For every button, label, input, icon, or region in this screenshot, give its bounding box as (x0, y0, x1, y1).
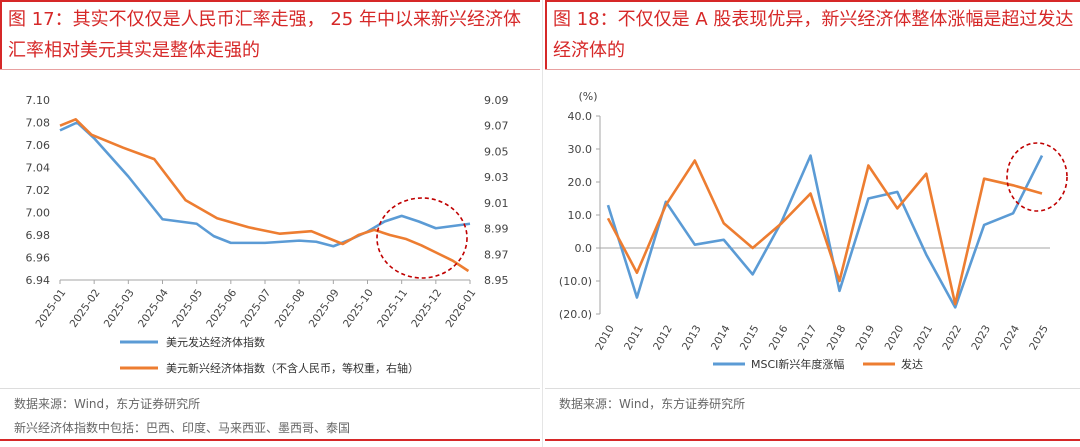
highlight-circle (1006, 142, 1068, 212)
x-tick-label: 2025-02 (68, 287, 103, 330)
y-tick-label: (20.0) (559, 308, 592, 321)
figure-17-panel: 图 17：其实不仅仅是人民币汇率走强， 25 年中以来新兴经济体汇率相对美元其实… (0, 0, 540, 441)
x-tick-label: 2011 (622, 323, 646, 352)
x-tick-label: 2025-01 (33, 287, 68, 330)
y-left-tick-label: 6.98 (26, 229, 51, 242)
x-tick-label: 2025-10 (341, 287, 376, 330)
figure-17-note: 新兴经济体指数中包括：巴西、印度、马来西亚、墨西哥、泰国 (14, 421, 351, 435)
series-line-msci-em (606, 154, 1044, 309)
y-right-tick-label: 9.09 (484, 94, 509, 107)
source-rule (0, 388, 540, 389)
x-tick-label: 2026-01 (443, 287, 478, 330)
x-tick-label: 2015 (738, 323, 762, 352)
title-frame-left (545, 0, 547, 70)
x-tick-label: 2014 (709, 323, 733, 352)
y-left-tick-label: 7.00 (26, 207, 51, 220)
figure-18-chart: (%)40.030.020.010.00.0(10.0)(20.0)2010 20… (559, 90, 1068, 371)
y-tick-label: 20.0 (568, 176, 593, 189)
figure-17-title: 图 17：其实不仅仅是人民币汇率走强， 25 年中以来新兴经济体汇率相对美元其实… (8, 9, 521, 61)
x-tick-label: 2023 (969, 323, 993, 352)
y-right-tick-label: 8.99 (484, 223, 509, 236)
x-tick-label: 2025-04 (136, 287, 171, 330)
y-right-tick-label: 9.05 (484, 145, 509, 158)
title-top-rule (0, 0, 540, 2)
x-tick-label: 2018 (825, 323, 849, 352)
x-tick-label: 2025-05 (170, 287, 205, 330)
x-tick-label: 2025-07 (238, 287, 273, 330)
y-left-tick-label: 6.96 (26, 252, 51, 265)
title-top-rule (545, 0, 1080, 2)
bottom-rule (0, 439, 540, 441)
title-frame-left (0, 0, 2, 70)
figure-17-chart: 7.10 7.08 7.06 7.04 7.02 7.00 6.98 6.96 6.94 9.09… (26, 94, 509, 375)
legend-label-developed: 美元发达经济体指数 (166, 335, 265, 349)
figure-18-title: 图 18：不仅仅是 A 股表现优异，新兴经济体整体涨幅是超过发达经济体的 (553, 9, 1074, 61)
x-tick-label: 2013 (680, 323, 704, 352)
y-right-tick-label: 9.01 (484, 197, 509, 210)
y-left-tick-label: 7.02 (26, 184, 51, 197)
figure-17-source: 数据来源：Wind，东方证券研究所 (14, 397, 201, 411)
x-tick-label: 2016 (767, 323, 791, 352)
y-right-tick-label: 8.97 (484, 248, 509, 261)
x-tick-label: 2025-03 (102, 287, 137, 330)
x-tick-label: 2017 (796, 323, 820, 352)
unit-label: (%) (578, 90, 597, 103)
x-tick-label: 2025-12 (409, 287, 444, 330)
x-tick-label: 2025-06 (204, 287, 239, 330)
y-right-tick-label: 8.95 (484, 274, 509, 287)
x-tick-label: 2019 (854, 323, 878, 352)
y-left-tick-label: 7.04 (26, 162, 51, 175)
y-right-tick-label: 9.03 (484, 171, 509, 184)
y-tick-label: 0.0 (575, 242, 593, 255)
x-tick-label: 2024 (998, 323, 1022, 352)
x-tick-label: 2022 (940, 323, 964, 352)
y-left-tick-label: 7.10 (26, 94, 51, 107)
figure-18-source: 数据来源：Wind，东方证券研究所 (559, 397, 746, 411)
x-tick-label: 2025 (1027, 323, 1051, 352)
panel-divider (542, 0, 543, 447)
title-underline (545, 69, 1080, 70)
x-tick-label: 2010 (593, 323, 617, 352)
x-tick-label: 2012 (651, 323, 675, 352)
bottom-rule (545, 439, 1080, 441)
series-line-developed (606, 159, 1043, 306)
y-right-tick-label: 9.07 (484, 120, 509, 133)
x-tick-label: 2025-08 (273, 287, 308, 330)
figure-18-panel: 图 18：不仅仅是 A 股表现优异，新兴经济体整体涨幅是超过发达经济体的 (%)… (545, 0, 1080, 447)
x-tick-label: 2021 (911, 323, 935, 352)
x-tick-label: 2025-11 (375, 287, 410, 330)
x-tick-label: 2025-09 (307, 287, 342, 330)
y-tick-label: 10.0 (568, 209, 593, 222)
y-tick-label: 40.0 (568, 110, 593, 123)
y-tick-label: (10.0) (559, 275, 592, 288)
y-left-tick-label: 6.94 (26, 274, 51, 287)
legend-label-developed: 发达 (901, 357, 923, 371)
y-left-tick-label: 7.06 (26, 139, 51, 152)
legend-label-msci-em: MSCI新兴年度涨幅 (751, 357, 844, 371)
series-line-emerging (59, 117, 470, 273)
y-left-tick-label: 7.08 (26, 117, 51, 130)
title-underline (0, 69, 540, 70)
x-tick-label: 2020 (883, 323, 907, 352)
source-rule (545, 388, 1080, 389)
y-tick-label: 30.0 (568, 143, 593, 156)
series-line-developed (59, 121, 471, 248)
highlight-circle (376, 197, 468, 279)
legend-label-emerging: 美元新兴经济体指数（不含人民币，等权重，右轴） (166, 361, 419, 375)
